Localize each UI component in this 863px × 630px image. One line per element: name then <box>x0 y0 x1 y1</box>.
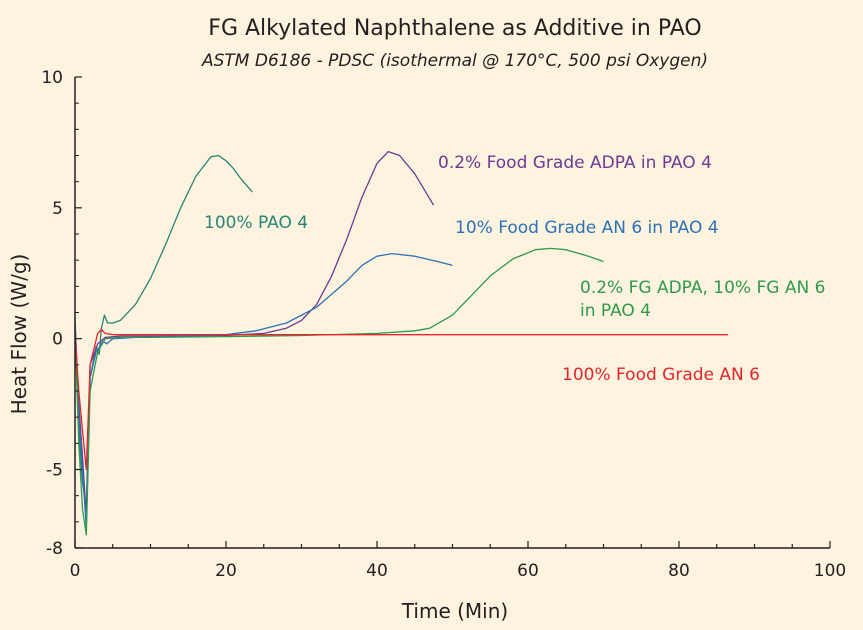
series-layer <box>74 150 729 536</box>
chart-title: FG Alkylated Naphthalene as Additive in … <box>208 16 701 41</box>
y-tick-label: 0 <box>52 330 63 350</box>
ticks-layer: 0 20 40 60 80 100 10 5 0 -5 -8 <box>41 68 846 581</box>
chart-subtitle: ASTM D6186 - PDSC (isothermal @ 170°C, 5… <box>201 51 708 71</box>
series-label-2: 0.2% Food Grade ADPA in PAO 4 <box>438 153 712 173</box>
x-tick-label: 20 <box>215 561 237 581</box>
series-label-1: 100% PAO 4 <box>204 213 308 233</box>
series-labels: 100% PAO 4 0.2% Food Grade ADPA in PAO 4 1… <box>204 153 825 385</box>
y-axis-label: Heat Flow (W/g) <box>7 254 31 415</box>
x-tick-label: 80 <box>668 561 690 581</box>
series-line-3 <box>74 252 453 528</box>
y-tick-label: -5 <box>46 461 63 481</box>
y-tick-label: 10 <box>41 68 63 88</box>
x-tick-label: 40 <box>366 561 388 581</box>
x-axis-label: Time (Min) <box>401 599 508 623</box>
series-line-4 <box>74 247 604 536</box>
x-tick-label: 0 <box>70 561 81 581</box>
series-label-5: 100% Food Grade AN 6 <box>562 365 760 385</box>
y-tick-label: -8 <box>46 539 63 559</box>
x-tick-label: 100 <box>814 561 846 581</box>
series-label-4: 0.2% FG ADPA, 10% FG AN 6 <box>580 278 825 298</box>
series-label-4: in PAO 4 <box>580 301 651 321</box>
y-tick-label: 5 <box>52 199 63 219</box>
series-line-1 <box>74 154 253 510</box>
series-label-3: 10% Food Grade AN 6 in PAO 4 <box>455 218 719 238</box>
series-line-5 <box>74 328 729 471</box>
x-tick-label: 60 <box>517 561 539 581</box>
